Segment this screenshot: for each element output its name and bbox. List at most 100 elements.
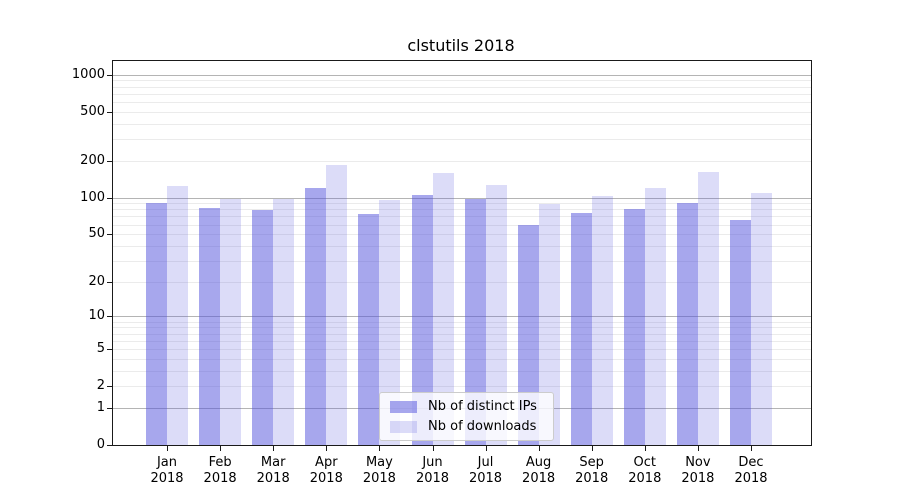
x-tick-mark xyxy=(273,446,275,451)
x-tick-mark xyxy=(485,446,487,451)
y-tick-mark xyxy=(107,348,113,350)
minor-gridline xyxy=(113,101,811,103)
x-tick-label: Dec 2018 xyxy=(734,455,768,486)
y-tick-label: 10 xyxy=(88,308,105,324)
x-tick-label: Oct 2018 xyxy=(628,455,662,486)
x-tick-mark xyxy=(751,446,752,451)
y-tick-mark xyxy=(107,234,113,236)
x-tick-mark xyxy=(591,446,593,451)
y-tick-label: 1000 xyxy=(71,66,105,82)
y-tick-mark xyxy=(107,197,113,199)
bar-distinct-ips-aug xyxy=(517,224,539,445)
x-tick-label: Apr 2018 xyxy=(309,455,343,486)
y-tick-mark xyxy=(107,407,113,409)
y-tick-label: 2 xyxy=(96,378,105,394)
chart-title: clstutils 2018 xyxy=(407,36,515,55)
legend-label-distinct-ips: Nb of distinct IPs xyxy=(428,399,537,414)
bar-distinct-ips-dec xyxy=(730,219,751,445)
legend-item-distinct-ips: Nb of distinct IPs xyxy=(390,399,543,414)
minor-gridline xyxy=(113,260,811,262)
y-tick-mark xyxy=(107,281,113,283)
minor-gridline xyxy=(113,224,811,226)
minor-gridline xyxy=(113,93,811,95)
bar-downloads-dec xyxy=(751,192,772,445)
x-tick-label: Sep 2018 xyxy=(575,455,609,486)
x-tick-mark xyxy=(167,446,168,451)
major-gridline xyxy=(113,197,811,199)
minor-gridline xyxy=(113,86,811,88)
plot-area: 0 1 2 5 10 20 50 100 200 500 1000 Jan 2018 Feb 2018… xyxy=(72,60,812,486)
x-tick-label: Aug 2018 xyxy=(522,455,556,486)
bar-downloads-sep xyxy=(591,196,613,445)
minor-gridline xyxy=(113,386,811,388)
legend-label-downloads: Nb of downloads xyxy=(428,419,537,434)
minor-gridline xyxy=(113,348,811,350)
bar-downloads-jun xyxy=(432,172,454,445)
x-tick-label: Mar 2018 xyxy=(256,455,290,486)
y-tick-label: 100 xyxy=(80,189,105,205)
x-tick-label: Feb 2018 xyxy=(203,455,237,486)
minor-gridline xyxy=(113,234,811,236)
bar-distinct-ips-feb xyxy=(199,208,221,445)
bar-downloads-may xyxy=(379,199,401,445)
x-tick-mark xyxy=(538,446,540,451)
x-tick-mark xyxy=(220,446,222,451)
x-tick-mark xyxy=(697,446,699,451)
y-tick-mark xyxy=(107,316,113,318)
y-tick-mark xyxy=(107,74,113,76)
x-tick-label: Nov 2018 xyxy=(681,455,715,486)
legend-swatch-distinct-ips xyxy=(390,400,417,413)
minor-gridline xyxy=(113,123,811,125)
y-tick-mark xyxy=(107,386,113,388)
y-tick-label: 20 xyxy=(88,273,105,289)
y-tick-label: 5 xyxy=(96,340,105,356)
y-tick-label: 0 xyxy=(96,437,105,452)
minor-gridline xyxy=(113,80,811,82)
bar-distinct-ips-may xyxy=(358,213,380,445)
x-tick-label: May 2018 xyxy=(362,455,396,486)
y-tick-label: 200 xyxy=(80,152,105,168)
minor-gridline xyxy=(113,216,811,218)
legend-swatch-downloads xyxy=(390,420,417,433)
minor-gridline xyxy=(113,209,811,211)
legend: Nb of distinct IPs Nb of downloads xyxy=(379,392,554,441)
y-tick-label: 1 xyxy=(96,399,105,415)
y-tick-mark xyxy=(107,445,113,446)
minor-gridline xyxy=(113,333,811,335)
bar-downloads-mar xyxy=(273,199,295,445)
bar-downloads-jul xyxy=(485,184,507,445)
bar-downloads-feb xyxy=(220,199,242,445)
minor-gridline xyxy=(113,203,811,205)
minor-gridline xyxy=(113,111,811,113)
bar-distinct-ips-nov xyxy=(676,202,698,445)
minor-gridline xyxy=(113,281,811,283)
y-tick-mark xyxy=(107,111,113,113)
bar-downloads-nov xyxy=(697,171,719,445)
major-gridline xyxy=(113,74,811,76)
x-tick-mark xyxy=(644,446,646,451)
x-tick-mark xyxy=(432,446,434,451)
minor-gridline xyxy=(113,245,811,247)
minor-gridline xyxy=(113,139,811,140)
bar-downloads-aug xyxy=(538,204,560,445)
minor-gridline xyxy=(113,340,811,342)
bar-downloads-apr xyxy=(326,164,348,445)
bar-distinct-ips-apr xyxy=(305,187,327,445)
x-tick-label: Jan 2018 xyxy=(150,455,184,486)
x-tick-label: Jun 2018 xyxy=(415,455,450,486)
minor-gridline xyxy=(113,327,811,329)
minor-gridline xyxy=(113,321,811,323)
bar-distinct-ips-jun xyxy=(411,195,433,445)
minor-gridline xyxy=(113,160,811,162)
bar-distinct-ips-sep xyxy=(570,212,592,445)
bar-downloads-oct xyxy=(644,187,666,445)
bar-distinct-ips-oct xyxy=(623,209,645,445)
bar-distinct-ips-mar xyxy=(252,210,274,445)
bar-downloads-jan xyxy=(167,185,188,445)
minor-gridline xyxy=(113,370,811,372)
x-tick-label: Jul 2018 xyxy=(468,455,503,486)
y-tick-label: 500 xyxy=(80,103,105,119)
legend-item-downloads: Nb of downloads xyxy=(390,419,543,434)
y-tick-label: 50 xyxy=(88,226,105,242)
